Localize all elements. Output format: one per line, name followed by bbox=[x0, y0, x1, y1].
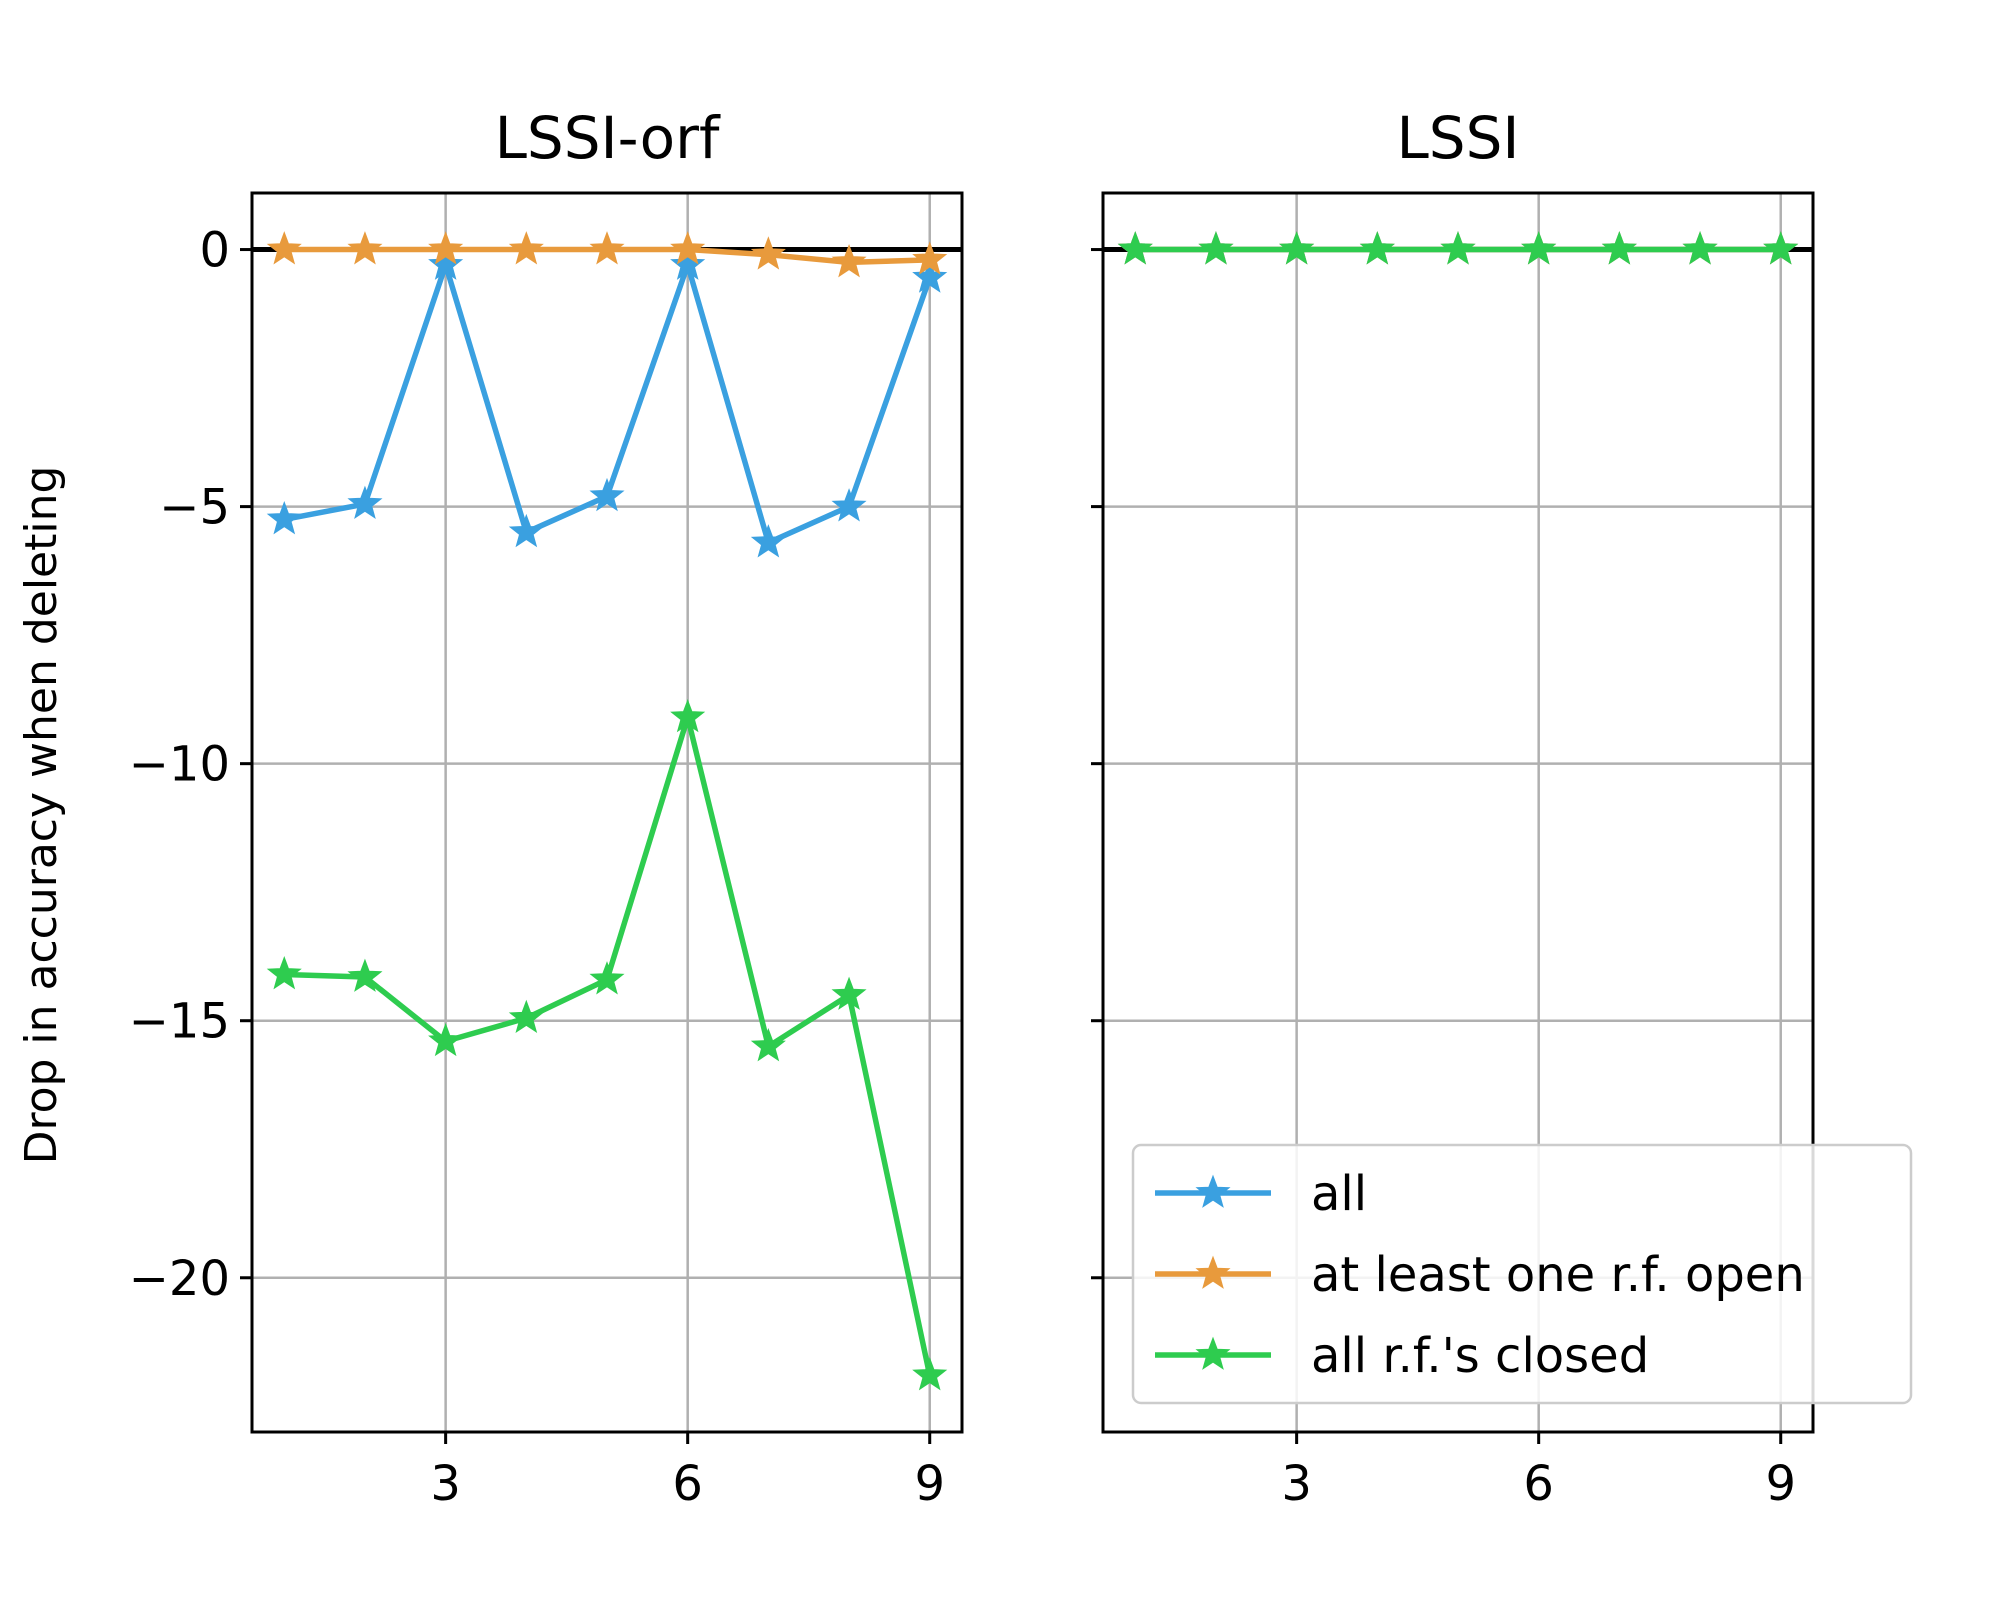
data-point-all-r-f-s-closed bbox=[1763, 231, 1799, 265]
data-point-all-r-f-s-closed bbox=[1601, 231, 1637, 265]
legend-label: all bbox=[1311, 1166, 1367, 1222]
data-point-at-least-one-r-f-open bbox=[508, 231, 544, 265]
legend-marker-star-icon bbox=[1195, 1255, 1231, 1289]
data-point-all-r-f-s-closed bbox=[1440, 231, 1476, 265]
legend: all at least one r.f. open all r.f.'s clos… bbox=[1131, 1143, 1913, 1405]
panel-title: LSSI bbox=[1396, 104, 1519, 172]
y-tick-label: −5 bbox=[159, 480, 230, 536]
y-tick-label: −20 bbox=[129, 1251, 230, 1307]
data-point-all-r-f-s-closed bbox=[1682, 231, 1718, 265]
data-point-all-r-f-s-closed bbox=[266, 956, 302, 990]
legend-marker-star-icon bbox=[1195, 1336, 1231, 1370]
data-point-all bbox=[589, 477, 625, 512]
data-point-all-r-f-s-closed bbox=[1198, 231, 1234, 265]
data-point-all-r-f-s-closed bbox=[831, 976, 867, 1010]
x-tick-label: 3 bbox=[1281, 1456, 1312, 1512]
data-point-all-r-f-s-closed bbox=[1521, 231, 1557, 265]
data-point-at-least-one-r-f-open bbox=[750, 236, 786, 270]
legend-box bbox=[1131, 1143, 1913, 1405]
panel-title: LSSI-orf bbox=[495, 104, 721, 172]
legend-label: at least one r.f. open bbox=[1311, 1247, 1805, 1303]
legend-marker-star-icon bbox=[1195, 1174, 1231, 1208]
data-point-at-least-one-r-f-open bbox=[831, 243, 867, 278]
y-tick-label: 0 bbox=[199, 223, 230, 279]
legend-item-at-least-one-r-f-open: at least one r.f. open bbox=[1155, 1247, 1805, 1303]
data-point-all bbox=[347, 485, 383, 519]
y-tick-label: −10 bbox=[129, 737, 230, 793]
data-point-all bbox=[670, 246, 706, 280]
x-tick-label: 3 bbox=[430, 1456, 461, 1512]
data-point-all bbox=[508, 513, 544, 548]
data-point-all bbox=[912, 259, 948, 293]
data-point-at-least-one-r-f-open bbox=[589, 231, 625, 265]
x-tick-label: 9 bbox=[914, 1456, 945, 1512]
data-point-all-r-f-s-closed bbox=[428, 1022, 464, 1057]
data-point-all bbox=[428, 246, 464, 280]
panel-lssi-orf: 3 6 9 0 −5 −10 −15 −20 LSSI-orf bbox=[129, 104, 964, 1512]
y-tick-label: −15 bbox=[129, 994, 230, 1050]
data-point-all bbox=[750, 524, 786, 558]
axes-frame bbox=[250, 191, 964, 1434]
data-point-all-r-f-s-closed bbox=[670, 698, 706, 733]
data-point-all-r-f-s-closed bbox=[1279, 231, 1315, 265]
x-tick-label: 9 bbox=[1765, 1456, 1796, 1512]
x-tick-label: 6 bbox=[672, 1456, 703, 1512]
y-axis-label: Drop in accuracy when deleting bbox=[16, 466, 67, 1165]
panel-lssi: 3 6 9 LSSI bbox=[1091, 104, 1815, 1512]
data-point-at-least-one-r-f-open bbox=[347, 231, 383, 265]
data-point-all-r-f-s-closed bbox=[1117, 231, 1153, 265]
data-point-all-r-f-s-closed bbox=[1359, 231, 1395, 265]
data-point-all-r-f-s-closed bbox=[589, 961, 625, 995]
data-point-at-least-one-r-f-open bbox=[266, 231, 302, 265]
legend-item-all: all bbox=[1155, 1166, 1367, 1222]
legend-label: all r.f.'s closed bbox=[1311, 1328, 1649, 1384]
data-point-at-least-one-r-f-open bbox=[912, 241, 948, 275]
data-point-all-r-f-s-closed bbox=[347, 958, 383, 992]
data-point-all bbox=[831, 488, 867, 522]
legend-item-all-r-f-s-closed: all r.f.'s closed bbox=[1155, 1328, 1649, 1384]
data-point-all bbox=[266, 501, 302, 535]
data-point-at-least-one-r-f-open bbox=[670, 231, 706, 265]
data-point-all-r-f-s-closed bbox=[912, 1357, 948, 1391]
data-point-all-r-f-s-closed bbox=[750, 1027, 786, 1062]
x-tick-label: 6 bbox=[1523, 1456, 1554, 1512]
data-point-at-least-one-r-f-open bbox=[428, 231, 464, 265]
axes-frame bbox=[1101, 191, 1815, 1434]
data-point-all-r-f-s-closed bbox=[508, 999, 544, 1034]
